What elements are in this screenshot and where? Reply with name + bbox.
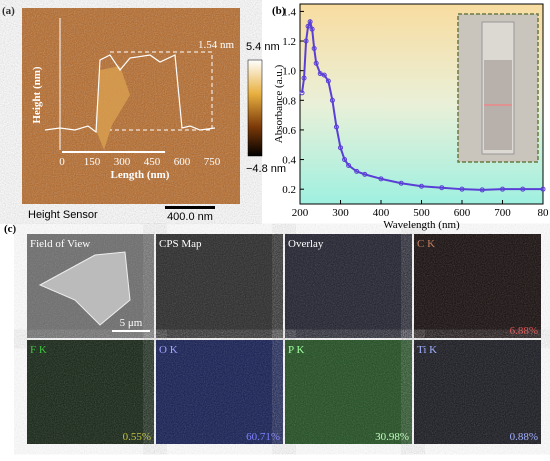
y-tick-label: 0.2 <box>282 184 296 196</box>
step-box <box>110 51 213 131</box>
sample-shape <box>38 251 131 326</box>
profile-tick: 0 <box>59 156 65 168</box>
profile-tick: 300 <box>114 156 131 168</box>
map-title: Overlay <box>288 238 324 250</box>
y-axis-label: Absorbance (a.u.) <box>273 64 285 143</box>
data-point <box>338 145 343 151</box>
afm-texture <box>22 8 240 204</box>
absorbance-line <box>301 18 543 191</box>
map-percent: 0.55% <box>123 431 151 443</box>
data-point <box>309 26 315 32</box>
map-title: Ti K <box>417 344 437 356</box>
x-tick-label: 700 <box>494 207 511 219</box>
x-tick-label: 80 <box>538 207 550 219</box>
data-point <box>313 60 319 66</box>
y-tick-label: 0.4 <box>282 155 296 167</box>
data-point <box>301 75 307 81</box>
data-point <box>398 180 404 186</box>
profile-tick: 450 <box>144 156 161 168</box>
data-point <box>459 186 465 192</box>
map-title: C K <box>417 238 435 250</box>
eds-texture <box>27 340 154 444</box>
data-point <box>311 45 317 51</box>
inset-photo <box>457 13 539 163</box>
data-point <box>346 162 352 168</box>
y-axis-label: Height (nm) <box>31 66 43 123</box>
map-percent: 60.71% <box>246 431 280 443</box>
data-point <box>362 171 368 177</box>
scale-label: 400.0 nm <box>167 211 213 223</box>
panel-label: (b) <box>272 5 286 17</box>
y-tick-label: 1.2 <box>282 36 296 48</box>
y-tick-label: 0.8 <box>282 95 296 107</box>
data-point <box>354 168 360 174</box>
data-point <box>325 78 331 84</box>
data-point <box>321 72 327 78</box>
data-point <box>439 185 445 191</box>
data-point <box>299 90 305 96</box>
x-tick-label: 400 <box>373 207 390 219</box>
color-min: −4.8 nm <box>246 163 286 175</box>
x-axis-label: Length (nm) <box>111 169 170 181</box>
data-point <box>479 187 485 193</box>
map-percent: 0.88% <box>510 431 538 443</box>
eds-texture <box>414 234 541 338</box>
data-point <box>540 186 546 192</box>
map-title: F K <box>30 344 47 356</box>
y-tick-label: 0.6 <box>282 125 296 137</box>
channel: Height Sensor <box>28 209 98 221</box>
colorbar <box>247 59 263 157</box>
y-tick-label: 1.4 <box>282 6 296 18</box>
x-tick-label: 600 <box>454 207 471 219</box>
data-point <box>305 23 311 29</box>
panel-label: (c) <box>4 223 17 235</box>
data-point <box>317 71 323 77</box>
map-percent: 30.98% <box>375 431 409 443</box>
height-profile <box>44 54 216 134</box>
profile-tick: 750 <box>204 156 221 168</box>
x-axis-label: Wavelength (nm) <box>383 219 460 231</box>
data-point <box>307 19 313 25</box>
eds-texture <box>156 340 283 444</box>
data-point <box>419 183 424 189</box>
map-percent: 6.88% <box>510 325 538 337</box>
profile-tick: 150 <box>84 156 101 168</box>
data-point <box>520 186 526 192</box>
profile-tick: 600 <box>174 156 191 168</box>
map-title: Field of View <box>30 238 90 250</box>
flake <box>96 66 130 150</box>
eds-texture <box>285 234 412 338</box>
scale-label: 5 μm <box>120 317 143 329</box>
data-point <box>500 186 505 192</box>
step-height: 1.54 nm <box>198 39 235 51</box>
scale-bar <box>165 206 215 209</box>
x-tick-label: 500 <box>413 207 430 219</box>
data-point <box>329 97 335 103</box>
data-point <box>378 176 384 182</box>
color-max: 5.4 nm <box>246 41 280 53</box>
data-point <box>333 124 339 130</box>
map-title: O K <box>159 344 178 356</box>
data-point <box>342 157 348 163</box>
panel-label: (a) <box>2 5 15 17</box>
y-tick-label: 1.0 <box>282 66 296 78</box>
x-tick-label: 200 <box>292 207 309 219</box>
eds-texture <box>156 234 283 338</box>
map-title: P K <box>288 344 304 356</box>
data-point <box>303 38 309 44</box>
map-title: CPS Map <box>159 238 202 250</box>
eds-texture <box>414 340 541 444</box>
eds-texture <box>285 340 412 444</box>
x-tick-label: 300 <box>332 207 349 219</box>
